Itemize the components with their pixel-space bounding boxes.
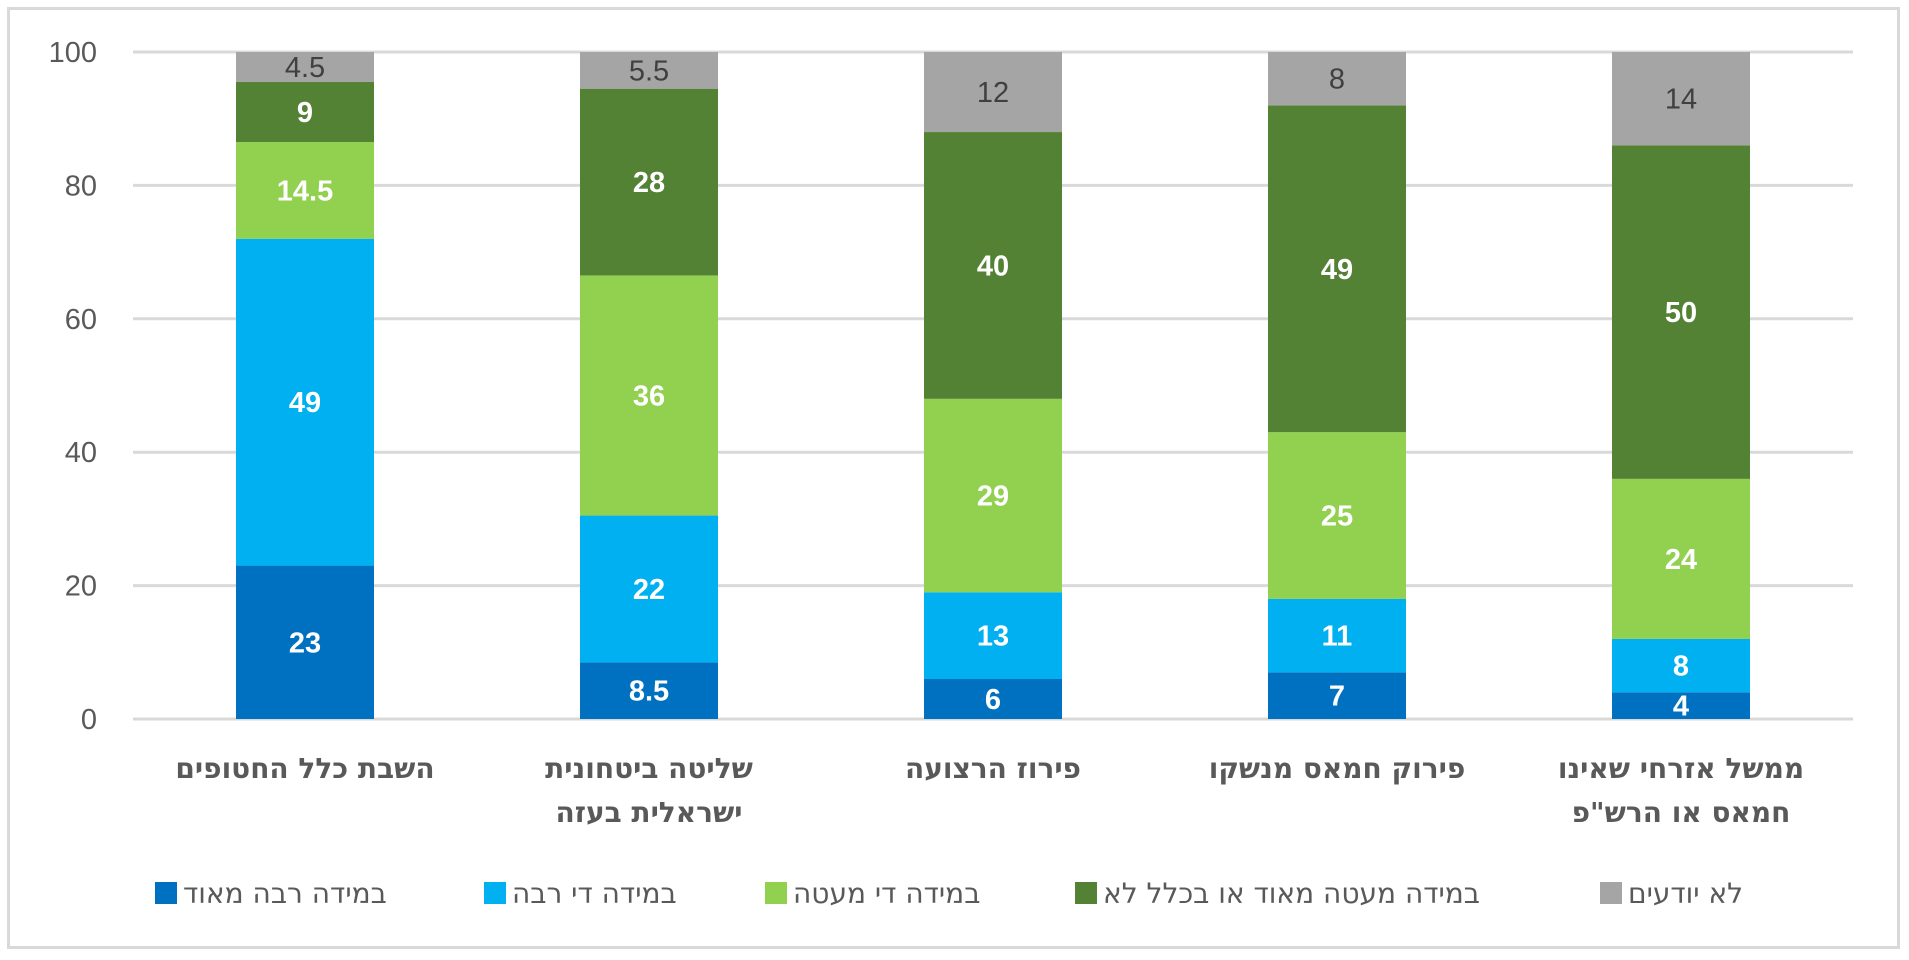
bar-segment xyxy=(580,275,718,516)
bar-segment xyxy=(1268,598,1406,673)
y-tick-label: 40 xyxy=(65,437,97,469)
y-axis: 0 20 40 60 80 100 xyxy=(49,37,97,736)
data-label: 36 xyxy=(633,381,665,413)
bar-segment xyxy=(236,82,374,143)
bar-segment xyxy=(1612,145,1750,479)
data-label: 28 xyxy=(633,167,665,199)
bar-segment xyxy=(580,88,718,276)
data-label: 4.5 xyxy=(285,52,325,84)
y-tick-label: 60 xyxy=(65,304,97,336)
category-label: השבת כלל החטופים xyxy=(175,752,434,785)
bar-segment xyxy=(924,592,1062,679)
legend-swatch xyxy=(1600,882,1622,904)
category-label: ישראלית בעזה xyxy=(556,796,743,829)
data-label: 49 xyxy=(289,387,321,419)
category-label: חמאס או הרש"פ xyxy=(1572,796,1791,829)
data-label: 5.5 xyxy=(629,55,669,87)
legend-swatch xyxy=(484,882,506,904)
bar-segment xyxy=(580,515,718,663)
bar-stack: 6 13 29 40 12 xyxy=(924,52,1062,719)
bar-segment xyxy=(1268,52,1406,106)
data-label: 22 xyxy=(633,574,665,606)
data-label: 8.5 xyxy=(629,676,669,708)
bar-segment xyxy=(1612,52,1750,146)
bar-stack: 4 8 24 50 14 xyxy=(1612,52,1750,723)
legend-label: לא יודעים xyxy=(1628,877,1743,910)
category-label: פירוק חמאס מנשקו xyxy=(1209,752,1466,785)
bar-stack: 23 49 14.5 9 4.5 xyxy=(236,52,374,719)
legend-item: במידה די רבה xyxy=(484,877,677,910)
bars: 23 49 14.5 9 4.5 8.5 22 36 28 5.5 6 13 29 40 12 7 11 25 49… xyxy=(236,52,1750,723)
legend-item: במידה די מעטה xyxy=(765,877,980,910)
bar-segment xyxy=(1612,692,1750,719)
legend-swatch xyxy=(155,882,177,904)
data-label: 25 xyxy=(1321,501,1353,533)
data-label: 7 xyxy=(1329,681,1345,713)
data-label: 14 xyxy=(1665,84,1697,116)
bar-segment xyxy=(924,52,1062,133)
bar-stack: 8.5 22 36 28 5.5 xyxy=(580,52,718,719)
y-tick-label: 100 xyxy=(49,37,97,69)
bar-segment xyxy=(924,132,1062,399)
data-label: 8 xyxy=(1329,64,1345,96)
bar-segment xyxy=(236,238,374,566)
bar-segment xyxy=(236,52,374,83)
bar-segment xyxy=(236,142,374,239)
data-label: 8 xyxy=(1673,651,1689,683)
data-label: 6 xyxy=(985,684,1001,716)
bar-segment xyxy=(1612,478,1750,639)
legend-item: במידה מעטה מאוד או בכלל לא xyxy=(1075,877,1480,910)
bar-segment xyxy=(924,398,1062,593)
data-label: 23 xyxy=(289,627,321,659)
data-label: 40 xyxy=(977,250,1009,282)
legend-item: במידה רבה מאוד xyxy=(155,877,387,910)
data-label: 11 xyxy=(1322,621,1353,653)
category-label: שליטה ביטחונית xyxy=(545,752,753,785)
data-label: 4 xyxy=(1673,691,1689,723)
data-label: 50 xyxy=(1665,297,1697,329)
bar-stack: 7 11 25 49 8 xyxy=(1268,52,1406,719)
category-label: פירוז הרצועה xyxy=(905,752,1081,785)
x-axis-categories: השבת כלל החטופים שליטה ביטחונית ישראלית בע… xyxy=(175,752,1804,829)
legend-item: לא יודעים xyxy=(1600,877,1743,910)
data-label: 14.5 xyxy=(277,175,333,207)
bar-segment xyxy=(1612,638,1750,693)
bar-segment xyxy=(1268,432,1406,599)
bar-segment xyxy=(924,678,1062,719)
category-label: ממשל אזרחי שאינו xyxy=(1558,752,1804,785)
bar-segment xyxy=(1268,672,1406,719)
legend-swatch xyxy=(1075,882,1097,904)
legend-label: במידה מעטה מאוד או בכלל לא xyxy=(1103,877,1480,910)
legend-label: במידה די רבה xyxy=(512,877,677,910)
legend: במידה רבה מאוד במידה די רבה במידה די מעטה ב… xyxy=(155,877,1743,910)
legend-swatch xyxy=(765,882,787,904)
y-tick-label: 20 xyxy=(65,571,97,603)
legend-label: במידה די מעטה xyxy=(793,877,980,910)
bar-segment xyxy=(1268,105,1406,433)
bar-segment xyxy=(580,52,718,89)
data-label: 9 xyxy=(297,97,313,129)
data-label: 29 xyxy=(977,481,1009,513)
bar-segment xyxy=(580,662,718,719)
bar-segment xyxy=(236,565,374,719)
data-label: 12 xyxy=(977,77,1009,109)
data-label: 24 xyxy=(1665,544,1697,576)
legend-label: במידה רבה מאוד xyxy=(183,877,387,910)
data-label: 13 xyxy=(977,621,1009,653)
y-tick-label: 80 xyxy=(65,170,97,202)
data-label: 49 xyxy=(1321,254,1353,286)
y-tick-label: 0 xyxy=(81,704,97,736)
